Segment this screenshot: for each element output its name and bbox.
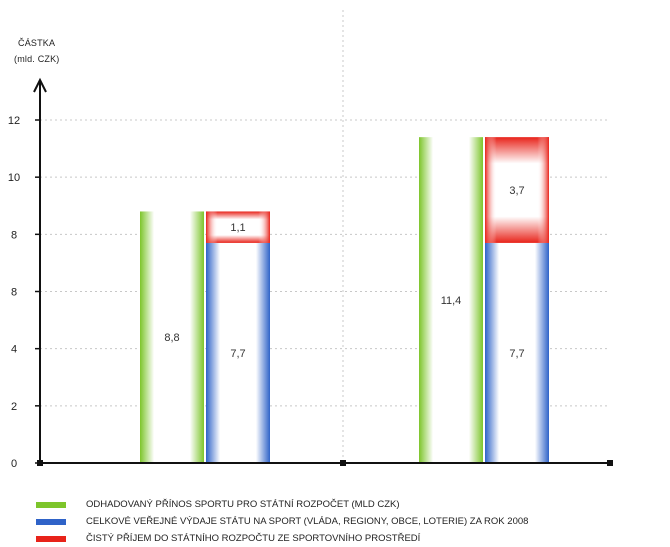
data-label: 7,7 bbox=[230, 348, 245, 360]
bar-red-edge bbox=[206, 211, 270, 243]
legend-item-green: ODHADOVANÝ PŘÍNOS SPORTU PRO STÁTNÍ ROZP… bbox=[36, 496, 528, 513]
x-axis-marker bbox=[340, 460, 346, 466]
axes: 0 2 4 8 8 10 12 bbox=[8, 77, 613, 470]
y-tick-label: 12 bbox=[8, 115, 20, 127]
x-axis-marker bbox=[37, 460, 43, 466]
gridlines bbox=[40, 10, 610, 463]
data-label: 1,1 bbox=[230, 222, 245, 234]
y-tick-label: 4 bbox=[11, 344, 17, 356]
y-tick-label: 10 bbox=[8, 172, 20, 184]
bar-green bbox=[419, 137, 483, 463]
bar-blue bbox=[206, 242, 270, 463]
y-axis-title-line2: (mld. CZK) bbox=[14, 54, 60, 64]
data-label: 3,7 bbox=[509, 185, 524, 197]
y-axis-title-line1: ČÁSTKA bbox=[18, 38, 55, 48]
y-tick-label: 8 bbox=[11, 229, 17, 241]
legend-label: CELKOVÉ VEŘEJNÉ VÝDAJE STÁTU NA SPORT (V… bbox=[86, 516, 529, 527]
bars: 8,8 7,7 1,1 11,4 7,7 3,7 bbox=[140, 137, 549, 463]
data-label: 8,8 bbox=[164, 332, 179, 344]
chart: 8,8 7,7 1,1 11,4 7,7 3,7 0 2 4 8 8 10 12 ČÁSTKA (ml… bbox=[8, 10, 613, 470]
bar-red-edge bbox=[485, 137, 549, 243]
legend-swatch bbox=[36, 535, 66, 542]
y-tick-label: 0 bbox=[11, 458, 17, 470]
legend: ODHADOVANÝ PŘÍNOS SPORTU PRO STÁTNÍ ROZP… bbox=[36, 496, 528, 547]
legend-label: ČISTÝ PŘÍJEM DO STÁTNÍHO ROZPOČTU ZE SPO… bbox=[86, 533, 421, 544]
bar-green bbox=[140, 211, 204, 463]
legend-swatch bbox=[36, 501, 66, 508]
legend-label: ODHADOVANÝ PŘÍNOS SPORTU PRO STÁTNÍ ROZP… bbox=[86, 499, 400, 510]
data-label: 7,7 bbox=[509, 348, 524, 360]
bar-blue bbox=[485, 242, 549, 463]
legend-item-red: ČISTÝ PŘÍJEM DO STÁTNÍHO ROZPOČTU ZE SPO… bbox=[36, 530, 528, 547]
legend-item-blue: CELKOVÉ VEŘEJNÉ VÝDAJE STÁTU NA SPORT (V… bbox=[36, 513, 528, 530]
y-tick-label: 8 bbox=[11, 287, 17, 299]
legend-swatch bbox=[36, 518, 66, 525]
data-label: 11,4 bbox=[441, 295, 462, 307]
y-tick-label: 2 bbox=[11, 401, 17, 413]
x-axis-marker bbox=[607, 460, 613, 466]
y-axis-arrow bbox=[33, 77, 47, 93]
